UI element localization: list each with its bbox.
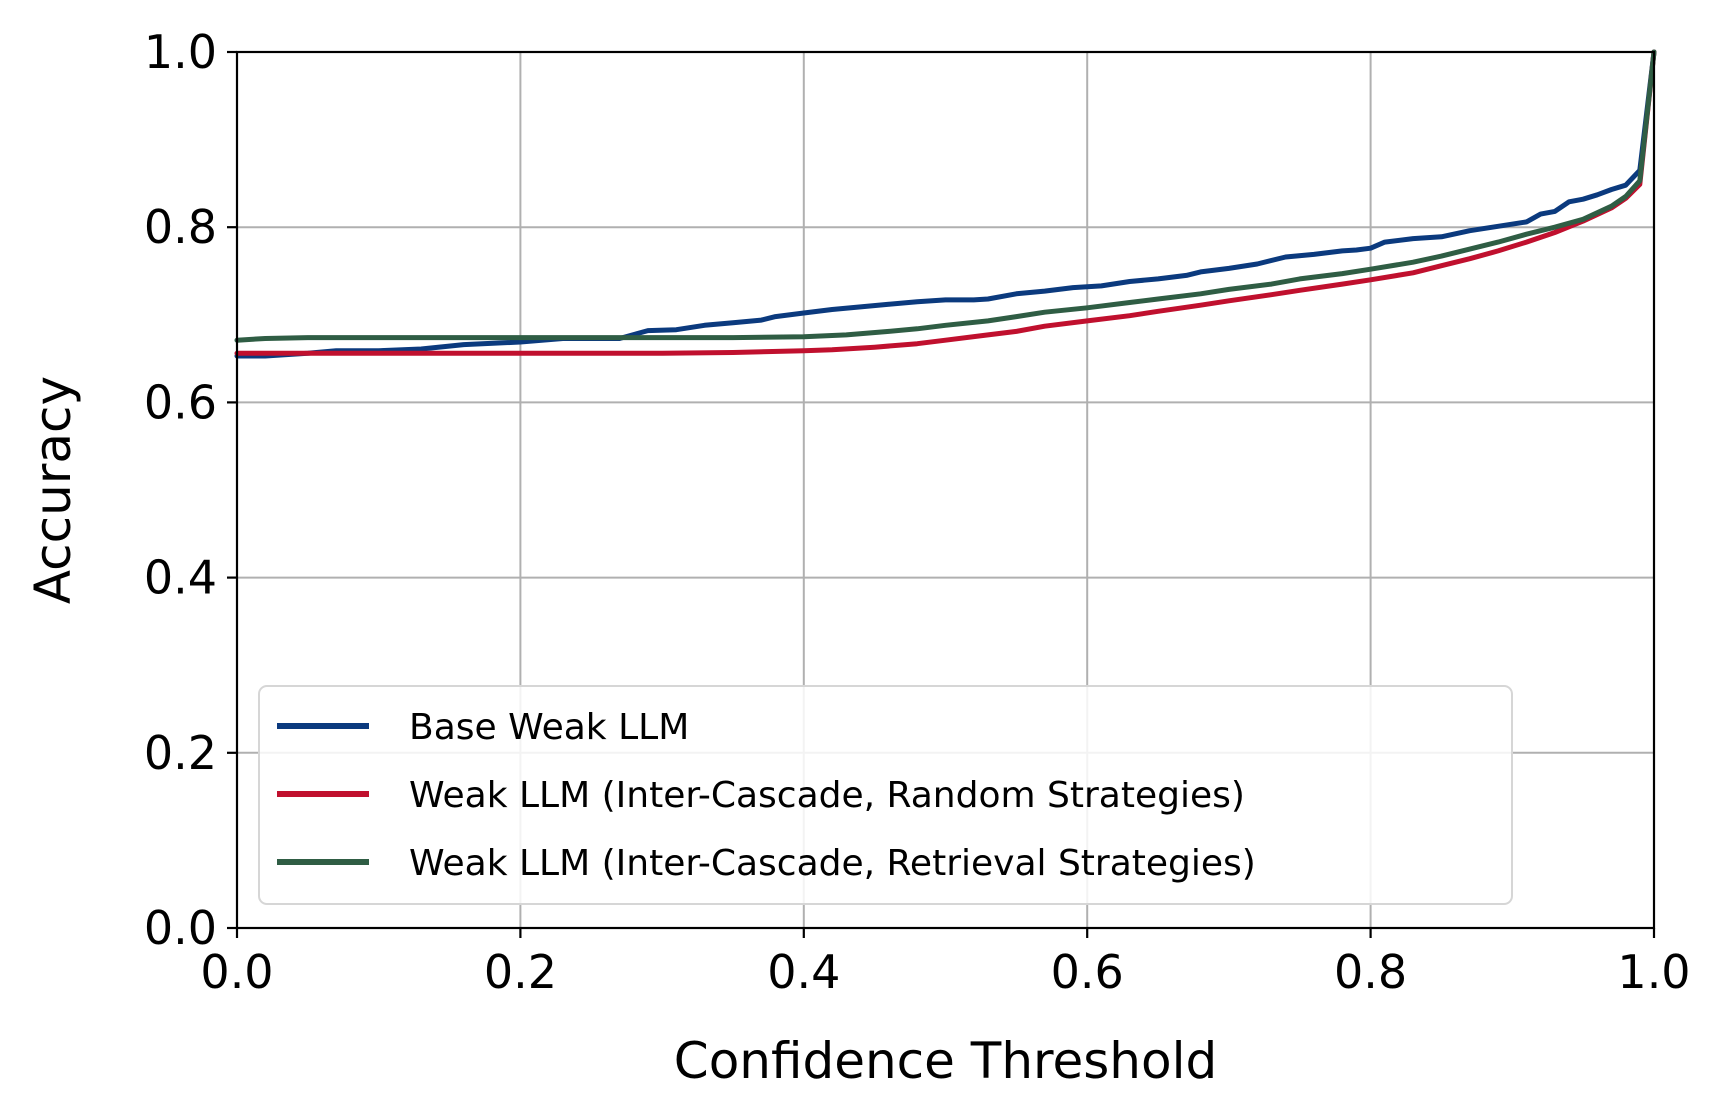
legend-box <box>258 685 1513 905</box>
x-tick-label: 1.0 <box>1617 945 1690 999</box>
x-tick-label: 0.6 <box>1051 945 1124 999</box>
legend-label: Weak LLM (Inter-Cascade, Retrieval Strat… <box>409 843 1256 884</box>
series-layer <box>234 49 1657 359</box>
x-axis-label: Confidence Threshold <box>674 1032 1217 1090</box>
legend-label: Base Weak LLM <box>409 707 689 748</box>
y-tick-label: 0.6 <box>144 375 217 429</box>
tick-layer: 0.0 0.2 0.4 0.6 0.8 1.0 0.0 0.2 0.4 0.6 0.8 1.0 <box>144 25 1691 999</box>
y-tick-label: 1.0 <box>144 25 217 79</box>
y-tick-label: 0.2 <box>144 726 217 780</box>
y-axis-label: Accuracy <box>24 376 82 604</box>
x-tick-label: 0.0 <box>200 945 273 999</box>
y-tick-label: 0.8 <box>144 200 217 254</box>
x-tick-label: 0.8 <box>1334 945 1407 999</box>
y-tick-label: 0.0 <box>144 901 217 955</box>
x-tick-label: 0.2 <box>484 945 557 999</box>
x-tick-label: 0.4 <box>767 945 840 999</box>
y-tick-label: 0.4 <box>144 551 217 605</box>
series-line-2 <box>234 49 1657 356</box>
series-line-3 <box>234 49 1657 343</box>
legend-label: Weak LLM (Inter-Cascade, Random Strategi… <box>409 775 1245 816</box>
plot-frame <box>235 50 1656 930</box>
legend: Base Weak LLM Weak LLM (Inter-Cascade, Ra… <box>258 685 1513 905</box>
